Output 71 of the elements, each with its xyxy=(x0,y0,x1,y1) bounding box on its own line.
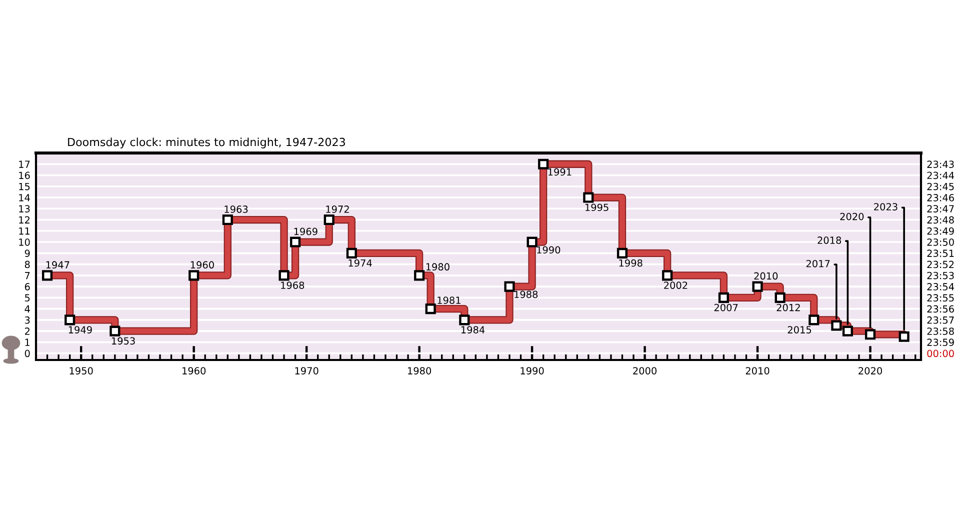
y-tick-label: 2 xyxy=(24,328,30,335)
x-tick-label: 1970 xyxy=(295,367,318,374)
y2-tick-label: 23:51 xyxy=(927,250,954,257)
y-tick-label: 16 xyxy=(19,172,30,180)
y-tick-label: 17 xyxy=(19,160,30,168)
y-tick-label: 11 xyxy=(19,228,30,235)
y-tick-label: 1 xyxy=(25,338,30,346)
x-tick-label: 1950 xyxy=(70,367,93,374)
y-tick-label: 15 xyxy=(19,182,30,190)
y2-tick-label: 23:50 xyxy=(927,238,954,246)
y2-tick-label: 23:49 xyxy=(927,227,954,235)
y-tick-label: 6 xyxy=(24,283,30,290)
annotation: 1995 xyxy=(585,204,608,212)
annotation: 1972 xyxy=(326,206,349,213)
annotation: 2015 xyxy=(788,326,812,334)
y2-tick-label: 23:59 xyxy=(927,338,954,346)
annotation: 1968 xyxy=(281,282,304,289)
annotation: 1947 xyxy=(46,261,70,269)
annotation: 2023 xyxy=(874,203,898,210)
annotation: 1984 xyxy=(461,326,485,334)
annotation: 1960 xyxy=(190,261,214,269)
annotation: 1998 xyxy=(619,259,642,267)
y2-tick-label: 23:46 xyxy=(927,194,954,202)
x-tick-label: 2000 xyxy=(633,367,657,374)
annotation: 2020 xyxy=(840,212,864,220)
y2-tick-label: 23:57 xyxy=(927,316,954,324)
x-tick-label: 2010 xyxy=(746,367,770,374)
annotation: 1980 xyxy=(426,263,450,271)
annotation: 1949 xyxy=(68,326,92,334)
y2-tick-label: 23:48 xyxy=(927,216,954,224)
y2-tick-label: 23:45 xyxy=(927,182,954,190)
y-tick-label: 5 xyxy=(25,294,30,302)
x-tick-label: 2020 xyxy=(858,367,882,374)
y-tick-label: 7 xyxy=(25,272,30,280)
y-tick-label: 3 xyxy=(25,316,30,324)
annotation: 2012 xyxy=(776,304,800,312)
y2-tick-label: 23:55 xyxy=(927,294,954,302)
annotation: 2017 xyxy=(806,260,830,268)
y-tick-label: 0 xyxy=(24,350,30,358)
annotation: 2010 xyxy=(754,272,778,280)
x-tick-label: 1990 xyxy=(520,367,544,374)
y-tick-label: 14 xyxy=(19,194,30,202)
y2-tick-label: 00:00 xyxy=(927,350,954,358)
annotation: 1953 xyxy=(112,337,135,345)
y-tick-label: 8 xyxy=(24,260,30,268)
y2-tick-label: 23:58 xyxy=(927,328,954,335)
y-tick-label: 12 xyxy=(19,216,30,224)
y-tick-label: 9 xyxy=(24,250,30,257)
annotation: 1981 xyxy=(438,296,460,304)
y2-tick-label: 23:52 xyxy=(927,260,954,268)
y2-tick-label: 23:43 xyxy=(927,160,954,168)
y2-tick-label: 23:44 xyxy=(927,172,954,180)
y2-tick-label: 23:54 xyxy=(927,283,954,290)
chart-title: Doomsday clock: minutes to midnight, 1947-2023 xyxy=(68,138,345,148)
y2-tick-label: 23:56 xyxy=(927,305,954,313)
y-tick-label: 4 xyxy=(24,305,30,312)
annotation: 2002 xyxy=(664,282,688,289)
y-tick-label: 10 xyxy=(19,238,30,246)
annotation: 1963 xyxy=(224,206,248,213)
y2-tick-label: 23:53 xyxy=(927,272,954,280)
annotation: 1991 xyxy=(548,168,572,176)
y-tick-label: 13 xyxy=(19,205,30,212)
annotation: 1988 xyxy=(514,290,538,298)
annotation: 1974 xyxy=(348,259,372,267)
annotation: 2007 xyxy=(714,304,738,312)
annotation: 2018 xyxy=(818,236,842,244)
annotation: 1990 xyxy=(537,246,560,254)
annotation: 1969 xyxy=(294,228,318,236)
x-tick-label: 1960 xyxy=(182,367,206,374)
x-tick-label: 1980 xyxy=(408,367,432,374)
y2-tick-label: 23:47 xyxy=(927,205,954,212)
